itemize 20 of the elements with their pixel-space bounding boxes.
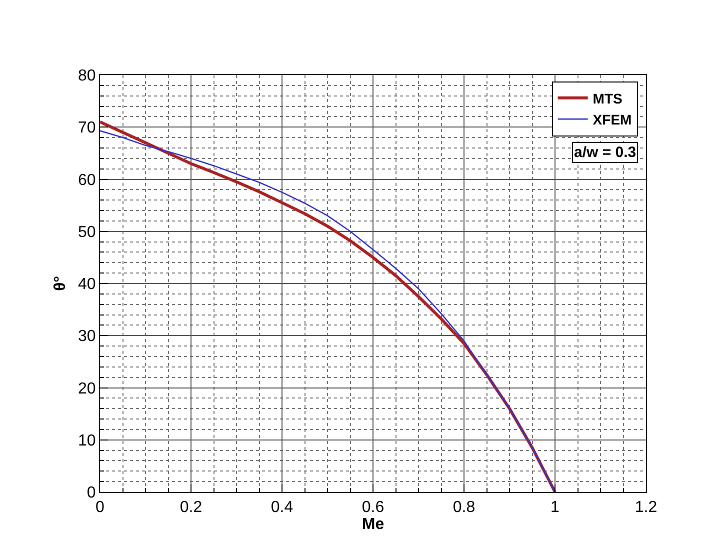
y-tick-label: 80	[78, 68, 96, 85]
x-tick-label: 0.6	[362, 499, 384, 516]
y-tick-label: 0	[86, 484, 96, 502]
x-tick-label: 0.4	[270, 499, 294, 516]
y-tick-label: 10	[78, 432, 96, 450]
y-axis-title: θ°	[52, 276, 69, 292]
y-tick-label: 40	[78, 276, 96, 294]
x-axis-title: Me	[362, 516, 384, 534]
legend-label: MTS	[592, 90, 622, 106]
y-tick-label: 20	[78, 380, 96, 398]
y-tick-label: 60	[78, 172, 96, 189]
annotation: a/w = 0.3	[574, 144, 636, 161]
y-tick-label: 70	[78, 120, 96, 137]
x-tick-label: 0.8	[452, 499, 476, 516]
x-tick-label: 0.2	[180, 499, 202, 516]
legend-label: XFEM	[592, 112, 632, 128]
y-tick-label: 50	[78, 224, 96, 241]
y-tick-label: 30	[78, 328, 96, 346]
x-tick-label: 1.2	[634, 499, 658, 516]
x-tick-label: 1	[550, 499, 560, 516]
